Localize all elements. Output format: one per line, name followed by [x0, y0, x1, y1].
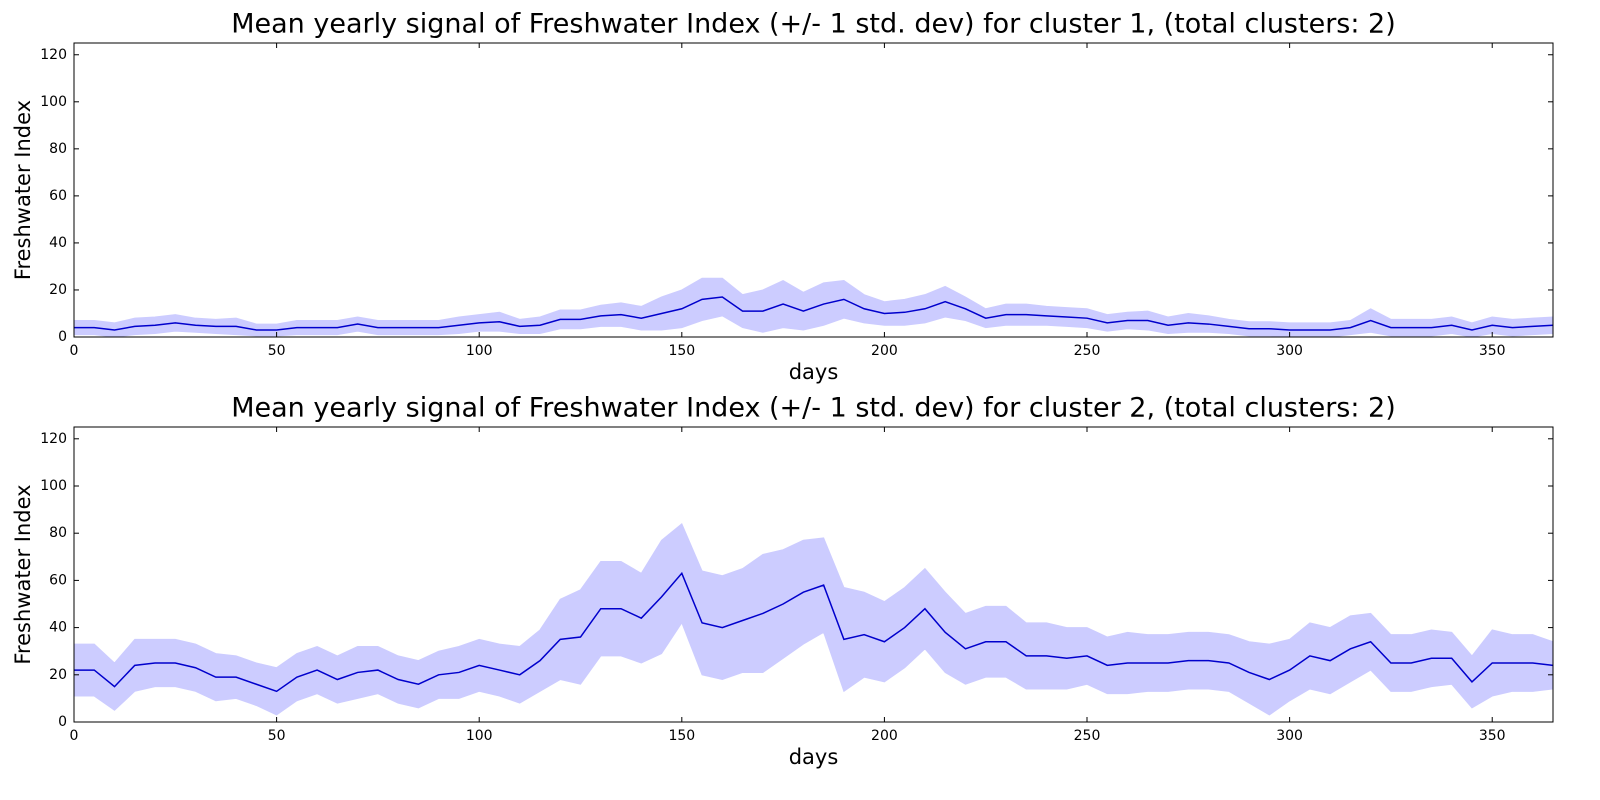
y-tick-label: 100 [40, 478, 67, 494]
x-tick-label: 250 [1074, 343, 1101, 359]
plot-frame [73, 426, 1554, 723]
mean-line [74, 296, 1554, 331]
x-tick-label: 100 [466, 728, 493, 744]
y-tick-label: 40 [49, 235, 67, 251]
x-tick-label: 350 [1479, 728, 1506, 744]
y-tick-label: 40 [49, 620, 67, 636]
y-tick-label: 80 [49, 525, 67, 541]
y-tick-label: 60 [49, 572, 67, 588]
x-tick-label: 150 [668, 728, 695, 744]
y-tick-label: 100 [40, 94, 67, 110]
y-tick-label: 0 [58, 714, 67, 730]
y-axis-label: Freshwater Index [11, 484, 35, 664]
x-tick-label: 50 [268, 728, 286, 744]
plot-frame [73, 42, 1554, 338]
chart-title: Mean yearly signal of Freshwater Index (… [231, 9, 1396, 40]
y-tick-label: 120 [40, 431, 67, 447]
y-tick-label: 0 [58, 329, 67, 345]
y-tick-label: 120 [40, 47, 67, 63]
x-tick-label: 150 [668, 343, 695, 359]
std-band [73, 522, 1554, 716]
x-axis-label: days [789, 360, 839, 384]
x-tick-label: 0 [70, 343, 79, 359]
x-tick-label: 0 [70, 728, 79, 744]
x-tick-label: 300 [1276, 343, 1303, 359]
x-tick-label: 350 [1479, 343, 1506, 359]
y-tick-label: 80 [49, 141, 67, 157]
x-axis-label: days [789, 745, 839, 769]
x-tick-label: 250 [1074, 728, 1101, 744]
y-tick-label: 20 [49, 667, 67, 683]
x-tick-label: 300 [1276, 728, 1303, 744]
x-tick-label: 50 [268, 343, 286, 359]
y-tick-label: 60 [49, 188, 67, 204]
x-tick-label: 200 [871, 728, 898, 744]
x-tick-label: 100 [466, 343, 493, 359]
x-tick-label: 200 [871, 343, 898, 359]
y-tick-label: 20 [49, 282, 67, 298]
y-axis-label: Freshwater Index [11, 100, 35, 280]
chart-title: Mean yearly signal of Freshwater Index (… [231, 393, 1396, 424]
mean-line [74, 571, 1554, 693]
